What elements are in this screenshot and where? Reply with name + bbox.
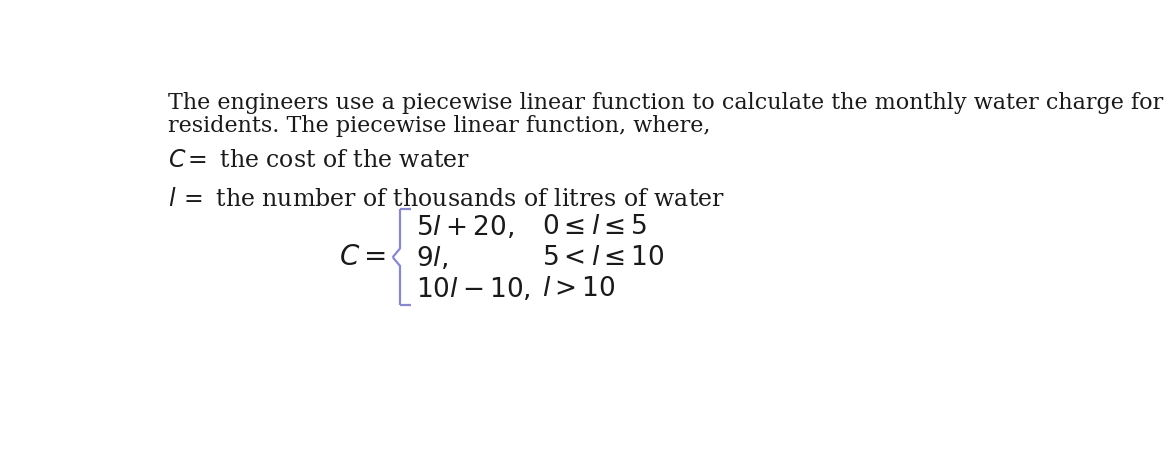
Text: $C =$: $C =$ bbox=[339, 244, 386, 271]
Text: The engineers use a piecewise linear function to calculate the monthly water cha: The engineers use a piecewise linear fun… bbox=[168, 92, 1170, 114]
Text: residents. The piecewise linear function, where,: residents. The piecewise linear function… bbox=[168, 115, 710, 137]
Text: $10l - 10,$: $10l - 10,$ bbox=[417, 275, 531, 302]
Text: $l$: $l$ bbox=[168, 188, 177, 211]
Text: $0 \leq l \leq 5$: $0 \leq l \leq 5$ bbox=[542, 214, 647, 239]
Text: $5 < l \leq 10$: $5 < l \leq 10$ bbox=[542, 245, 665, 270]
Text: $=$ the cost of the water: $=$ the cost of the water bbox=[184, 150, 470, 172]
Text: $=$ the number of thousands of litres of water: $=$ the number of thousands of litres of… bbox=[179, 188, 724, 211]
Text: $l > 10$: $l > 10$ bbox=[542, 276, 615, 301]
Text: $C$: $C$ bbox=[168, 150, 186, 172]
Text: $5l + 20,$: $5l + 20,$ bbox=[417, 213, 514, 240]
Text: $9l,$: $9l,$ bbox=[417, 244, 448, 271]
